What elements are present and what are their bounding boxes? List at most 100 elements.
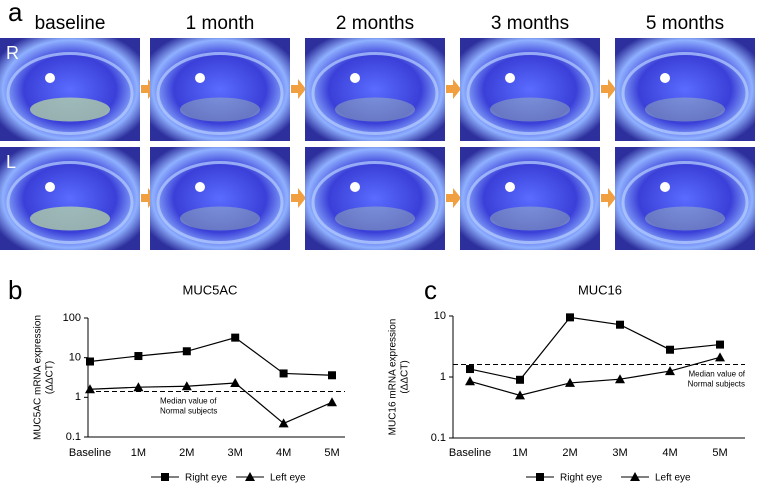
arrow <box>446 188 461 208</box>
y-tick-label: 0.1 <box>431 432 446 444</box>
marker <box>615 374 625 384</box>
x-tick-label: 5M <box>712 447 727 459</box>
stain <box>645 206 725 231</box>
panel-label: b <box>8 275 22 305</box>
series-line <box>89 382 333 425</box>
panel-label: a <box>8 0 23 27</box>
eye-photo <box>615 147 755 250</box>
eye-outline <box>466 161 594 244</box>
marker <box>566 313 574 322</box>
marker <box>279 369 288 378</box>
legend-label: Left eye <box>655 473 691 484</box>
series-line <box>469 356 721 396</box>
legend-marker <box>536 473 544 481</box>
stain <box>335 97 415 122</box>
legend-marker <box>161 473 169 481</box>
y-axis-label: MUC16 mRNA expression <box>388 319 399 436</box>
marker <box>565 377 575 387</box>
y-axis-label: (ΔΔCT) <box>400 360 411 393</box>
stain <box>180 206 260 231</box>
annotation: Normal subjects <box>160 407 217 416</box>
eye-outline <box>466 52 594 135</box>
arrow <box>291 79 306 99</box>
arrow <box>601 79 616 99</box>
eye-photo <box>460 147 600 250</box>
x-tick-label: 4M <box>276 447 291 459</box>
marker <box>327 397 337 407</box>
arrow <box>141 79 156 99</box>
series-line <box>89 336 333 376</box>
marker <box>515 390 525 400</box>
arrow <box>141 188 156 208</box>
reflex <box>350 73 360 83</box>
legend-label: Right eye <box>185 473 228 484</box>
chart-title: MUC5AC <box>183 282 238 297</box>
column-title: 5 months <box>646 13 724 34</box>
reflex <box>505 182 515 192</box>
eye-photo <box>150 147 290 250</box>
marker <box>466 365 474 374</box>
column-title: 2 months <box>336 13 414 34</box>
stain <box>490 97 570 122</box>
reflex <box>505 73 515 83</box>
marker <box>716 340 724 349</box>
eye-photo <box>305 147 445 250</box>
legend-marker <box>630 472 640 481</box>
reflex <box>45 73 55 83</box>
stain <box>490 206 570 231</box>
reflex <box>350 182 360 192</box>
eye-outline <box>156 52 284 135</box>
reflex <box>660 182 670 192</box>
marker <box>278 418 289 428</box>
row-label: R <box>6 43 19 63</box>
marker <box>666 345 674 354</box>
x-tick-label: 3M <box>228 447 243 459</box>
x-tick-label: 2M <box>562 447 577 459</box>
marker <box>715 352 725 362</box>
eye-photo <box>305 38 445 141</box>
marker <box>133 382 144 392</box>
marker <box>516 375 524 384</box>
marker <box>134 352 143 361</box>
marker <box>182 347 191 356</box>
column-title: 1 month <box>186 13 255 34</box>
stain <box>180 97 260 122</box>
x-tick-label: 4M <box>662 447 677 459</box>
y-tick-label: 10 <box>69 352 81 364</box>
eye-photo <box>0 147 140 250</box>
eye-photo <box>0 38 140 141</box>
marker <box>465 376 475 386</box>
marker <box>231 333 240 342</box>
panel-label: c <box>424 275 437 305</box>
stain <box>30 206 110 231</box>
legend-label: Left eye <box>270 473 306 484</box>
x-tick-label: 1M <box>131 447 146 459</box>
eye-outline <box>311 52 439 135</box>
x-tick-label: 5M <box>324 447 339 459</box>
marker <box>616 320 624 329</box>
arrow <box>601 188 616 208</box>
x-tick-label: 2M <box>179 447 194 459</box>
x-tick-label: Baseline <box>449 447 491 459</box>
reflex <box>195 182 205 192</box>
column-title: baseline <box>35 13 106 34</box>
eye-outline <box>6 161 134 244</box>
y-axis-label: MUC5AC mRNA expression <box>33 315 44 440</box>
x-tick-label: Baseline <box>69 447 111 459</box>
eye-outline <box>621 161 749 244</box>
marker <box>665 366 675 376</box>
eye-outline <box>6 52 134 135</box>
eye-outline <box>156 161 284 244</box>
legend-label: Right eye <box>560 473 603 484</box>
y-tick-label: 1 <box>75 391 81 403</box>
x-tick-label: 3M <box>612 447 627 459</box>
series-line <box>469 316 721 381</box>
y-axis-label: (ΔΔCT) <box>45 361 56 394</box>
y-tick-label: 0.1 <box>66 431 81 443</box>
marker <box>86 357 94 366</box>
eye-photo <box>615 38 755 141</box>
y-tick-label: 100 <box>63 312 81 324</box>
eye-outline <box>621 52 749 135</box>
eye-photo <box>150 38 290 141</box>
